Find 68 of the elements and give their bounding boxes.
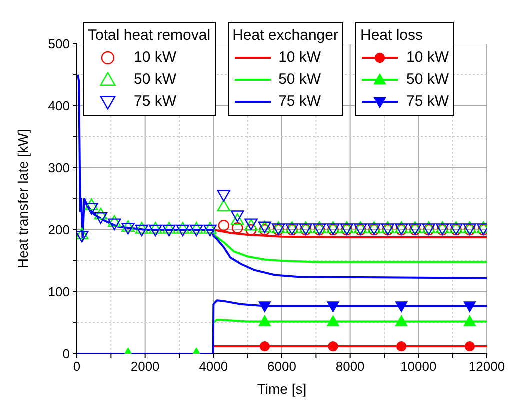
point <box>396 341 407 352</box>
y-tick-label: 0 <box>62 346 70 362</box>
point <box>162 224 176 237</box>
point <box>464 341 476 352</box>
point <box>148 222 162 234</box>
point <box>85 198 98 210</box>
point <box>327 302 340 312</box>
point <box>328 341 338 352</box>
point <box>135 224 149 237</box>
legend-label: 50 kW <box>278 70 322 90</box>
point <box>260 341 270 352</box>
x-tick-label: 6000 <box>268 359 296 374</box>
point <box>108 215 122 228</box>
x-tick-label: 8000 <box>336 359 365 374</box>
point <box>94 208 108 220</box>
point <box>230 213 244 226</box>
x-tick-label: 4000 <box>199 359 228 374</box>
y-tick-label: 300 <box>48 160 70 176</box>
y-tick-label: 100 <box>48 284 70 300</box>
legend-label: 10 kW <box>278 48 322 68</box>
point <box>232 222 244 234</box>
annotation: Heat loss <box>360 26 424 46</box>
point <box>148 224 162 237</box>
y-tick-label: 400 <box>48 98 70 114</box>
legend-label: 75 kW <box>406 92 449 112</box>
x-tick-label: 10000 <box>400 359 437 374</box>
point <box>176 224 190 237</box>
legend-label: 75 kW <box>134 92 177 112</box>
point <box>230 210 244 222</box>
point <box>135 222 149 234</box>
point <box>94 212 108 224</box>
point <box>258 302 271 312</box>
point <box>217 190 231 202</box>
point <box>122 223 135 235</box>
y-axis-title: Heat transfer late [kW] <box>14 129 31 269</box>
y-tick-label: 500 <box>48 36 70 52</box>
point <box>259 224 271 236</box>
legend-label: 50 kW <box>134 70 177 90</box>
point <box>204 222 217 234</box>
point <box>258 316 271 326</box>
point <box>396 302 408 312</box>
y-tick-label: 200 <box>48 222 70 238</box>
point <box>204 224 217 237</box>
x-tick-label: 0 <box>73 359 81 374</box>
point <box>217 200 231 212</box>
point <box>464 316 476 326</box>
point <box>162 222 176 234</box>
point <box>396 316 408 326</box>
point <box>190 224 204 237</box>
annotation: Total heat removal <box>88 26 211 46</box>
point <box>218 220 230 232</box>
x-tick-label: 12000 <box>468 359 506 374</box>
legend-label: 10 kW <box>406 48 449 68</box>
x-tick-label: 2000 <box>130 359 160 374</box>
point <box>108 218 122 230</box>
legend-label: 50 kW <box>406 70 449 90</box>
legend-label: 75 kW <box>278 92 322 112</box>
point <box>176 222 190 234</box>
point <box>327 316 340 326</box>
line-series <box>77 74 487 280</box>
point <box>190 222 204 234</box>
point <box>246 224 257 236</box>
legend-label: 10 kW <box>134 48 177 68</box>
x-axis-title: Time [s] <box>257 381 307 397</box>
point <box>85 203 98 215</box>
point <box>122 220 135 232</box>
annotation: Heat exchanger <box>232 26 338 46</box>
point <box>464 302 476 312</box>
